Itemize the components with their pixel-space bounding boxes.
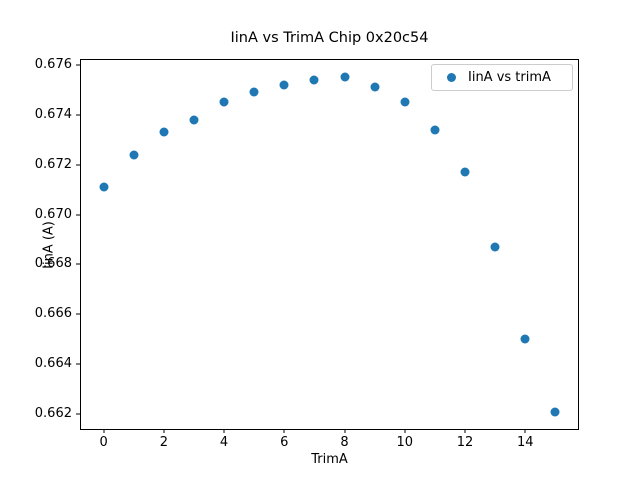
x-tick [223,429,225,433]
data-point [99,182,109,192]
x-tick-label: 10 [396,435,414,450]
data-point [550,407,560,417]
chart-title: IinA vs TrimA Chip 0x20c54 [230,30,429,46]
data-point [430,125,440,135]
y-tick [76,263,80,265]
y-tick [76,363,80,365]
data-point [219,97,229,107]
y-tick-label: 0.670 [34,206,72,222]
y-tick-label: 0.676 [34,56,72,72]
data-point [340,72,350,82]
x-tick [103,429,105,433]
x-tick-label: 2 [159,435,168,450]
y-tick [76,214,80,216]
x-tick [283,429,285,433]
data-point [520,334,530,344]
x-tick-label: 6 [280,435,289,450]
y-tick [76,114,80,116]
y-tick [76,164,80,166]
plot-area: IinA vs TrimA Chip 0x20c54 TrimA IinA (A… [35,30,579,467]
x-tick-label: 12 [456,435,474,450]
data-point [129,150,139,160]
legend-label: IinA vs trimA [468,70,551,85]
x-tick [524,429,526,433]
x-tick [344,429,346,433]
data-point [370,82,380,92]
y-tick-label: 0.672 [34,156,72,172]
data-point [490,242,500,252]
y-tick-label: 0.662 [34,406,72,422]
x-axis-label: TrimA [311,452,348,467]
data-point [400,97,410,107]
x-tick [404,429,406,433]
y-tick [76,64,80,66]
data-point [309,75,319,85]
data-point [460,167,470,177]
x-tick [464,429,466,433]
y-tick-label: 0.668 [34,256,72,272]
x-tick [163,429,165,433]
legend: IinA vs trimA [431,64,573,91]
x-tick-label: 14 [517,435,534,450]
data-point [189,115,199,125]
y-tick-label: 0.664 [34,356,72,372]
y-tick-label: 0.674 [34,106,72,122]
data-point [279,80,289,90]
legend-marker-icon [447,73,456,82]
y-tick [76,313,80,315]
y-tick [76,413,80,415]
y-tick-label: 0.666 [34,306,72,322]
data-point [249,87,259,97]
data-point [159,127,169,137]
x-tick-label: 8 [340,435,349,450]
x-tick-label: 4 [219,435,229,450]
x-tick-label: 0 [99,435,108,450]
